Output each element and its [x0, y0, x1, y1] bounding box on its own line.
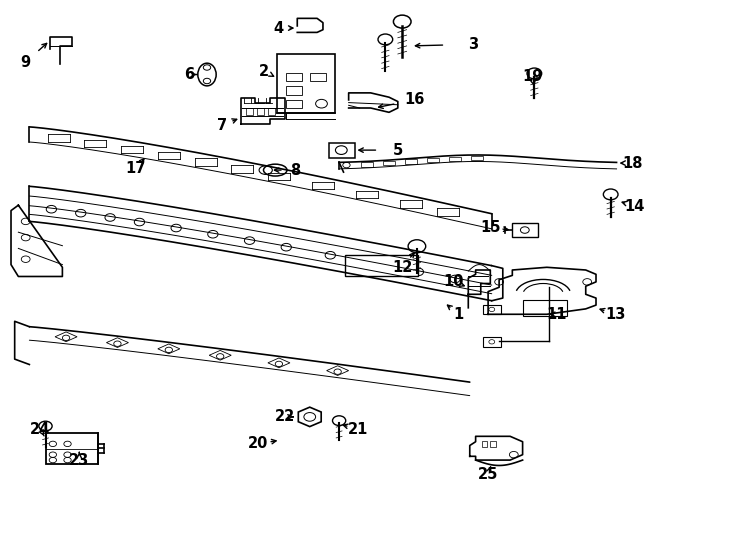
Text: 11: 11 — [546, 307, 567, 322]
Text: 1: 1 — [454, 307, 464, 322]
Text: 18: 18 — [622, 156, 643, 171]
Text: 23: 23 — [69, 453, 90, 468]
Text: 6: 6 — [184, 67, 195, 82]
FancyBboxPatch shape — [310, 73, 326, 81]
FancyBboxPatch shape — [361, 163, 373, 167]
FancyBboxPatch shape — [46, 433, 98, 464]
Text: 5: 5 — [393, 143, 403, 158]
Text: 21: 21 — [348, 422, 368, 437]
Text: 15: 15 — [480, 220, 501, 235]
FancyBboxPatch shape — [286, 100, 302, 108]
FancyBboxPatch shape — [405, 159, 417, 164]
FancyBboxPatch shape — [277, 54, 335, 113]
FancyBboxPatch shape — [345, 255, 418, 275]
Text: 9: 9 — [21, 55, 31, 70]
FancyBboxPatch shape — [449, 157, 461, 161]
Text: 14: 14 — [625, 199, 645, 214]
FancyBboxPatch shape — [523, 300, 567, 316]
Text: 24: 24 — [30, 422, 51, 437]
FancyBboxPatch shape — [471, 156, 483, 160]
Text: 2: 2 — [259, 64, 269, 79]
FancyBboxPatch shape — [286, 73, 302, 81]
FancyBboxPatch shape — [383, 161, 395, 165]
Text: 25: 25 — [478, 467, 498, 482]
FancyBboxPatch shape — [512, 223, 538, 237]
Text: 13: 13 — [605, 307, 625, 322]
FancyBboxPatch shape — [286, 86, 302, 94]
Text: 10: 10 — [443, 274, 464, 289]
FancyBboxPatch shape — [329, 143, 355, 158]
FancyBboxPatch shape — [268, 108, 275, 115]
FancyBboxPatch shape — [246, 108, 253, 115]
Text: 12: 12 — [392, 260, 413, 275]
Text: 19: 19 — [522, 69, 542, 84]
Text: 17: 17 — [126, 161, 146, 176]
Text: 22: 22 — [275, 409, 295, 424]
Text: 16: 16 — [404, 92, 425, 107]
FancyBboxPatch shape — [483, 337, 501, 347]
Text: 20: 20 — [248, 436, 269, 451]
FancyBboxPatch shape — [257, 108, 264, 115]
FancyBboxPatch shape — [490, 441, 496, 447]
Text: 3: 3 — [468, 37, 479, 52]
Text: 4: 4 — [274, 21, 284, 36]
Text: 8: 8 — [290, 163, 300, 178]
FancyBboxPatch shape — [427, 158, 439, 162]
FancyBboxPatch shape — [483, 305, 501, 314]
Text: 7: 7 — [217, 118, 227, 133]
FancyBboxPatch shape — [482, 441, 487, 447]
